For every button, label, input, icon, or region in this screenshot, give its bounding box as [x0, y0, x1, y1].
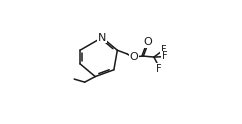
Text: F: F: [156, 64, 162, 74]
Text: F: F: [161, 45, 166, 55]
Text: N: N: [98, 32, 106, 43]
Text: F: F: [162, 51, 168, 61]
Text: O: O: [143, 37, 152, 47]
Text: O: O: [130, 52, 138, 62]
